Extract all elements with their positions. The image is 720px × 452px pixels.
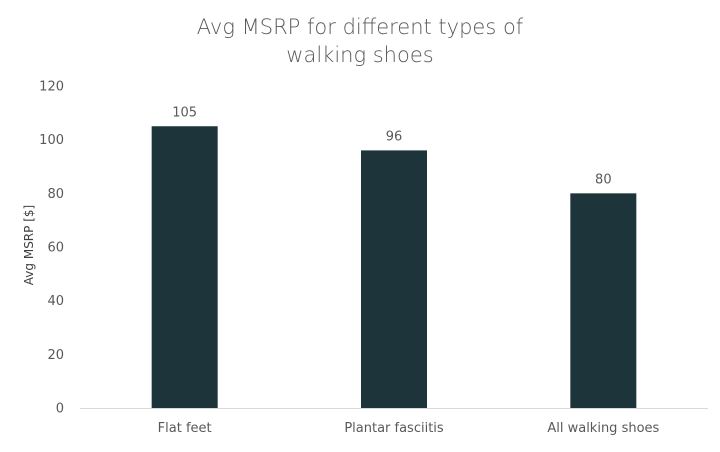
y-axis-ticks: 0 20 40 60 80 100 120: [39, 80, 64, 417]
y-tick-label: 100: [39, 133, 64, 148]
y-tick-label: 80: [47, 187, 64, 202]
x-tick-label: Plantar fasciitis: [344, 421, 444, 436]
bar: [570, 193, 637, 408]
bar: [361, 150, 427, 408]
y-tick-label: 40: [47, 294, 64, 309]
y-tick-label: 20: [47, 348, 64, 363]
bar: [151, 126, 218, 408]
category-labels-group: Flat feet Plantar fasciitis All walking sh…: [158, 421, 660, 436]
y-tick-label: 120: [39, 80, 64, 95]
y-tick-label: 60: [47, 241, 64, 256]
y-axis-label: Avg MSRP [$]: [22, 205, 36, 285]
x-tick-label: All walking shoes: [547, 421, 659, 436]
chart-title-line-2: walking shoes: [286, 43, 433, 67]
data-labels-group: 105 96 80: [172, 105, 611, 187]
chart-title-line-1: Avg MSRP for different types of: [197, 15, 524, 39]
data-label: 105: [172, 105, 197, 120]
bars-group: [151, 126, 637, 408]
y-tick-label: 0: [56, 402, 64, 417]
x-tick-label: Flat feet: [158, 421, 212, 436]
data-label: 80: [595, 172, 612, 187]
data-label: 96: [386, 129, 403, 144]
